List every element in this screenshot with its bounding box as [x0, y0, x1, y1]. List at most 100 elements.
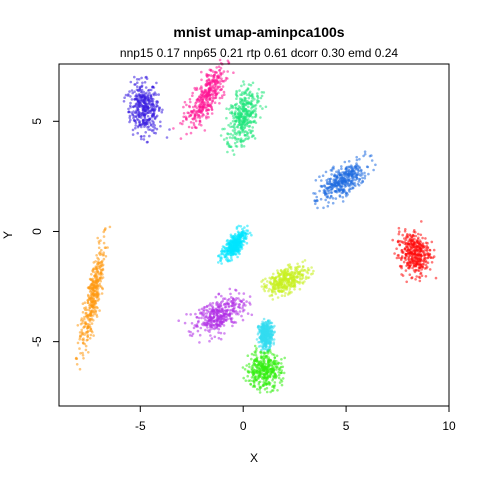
data-point [223, 255, 227, 259]
data-point [226, 141, 229, 145]
data-point [238, 131, 242, 135]
data-point [420, 274, 424, 278]
data-point [419, 250, 422, 253]
data-point [138, 86, 142, 89]
data-point [322, 189, 326, 192]
data-point [254, 103, 258, 107]
data-point [245, 93, 249, 96]
data-point [355, 173, 359, 177]
data-point [330, 191, 334, 194]
data-point [200, 307, 204, 311]
data-point [221, 247, 224, 251]
data-point [250, 352, 254, 356]
data-point [209, 82, 212, 85]
data-point [198, 341, 201, 344]
data-point [353, 171, 357, 174]
data-point [149, 111, 152, 114]
data-point [206, 101, 209, 104]
data-point [248, 365, 251, 369]
data-point [406, 261, 409, 265]
data-point [343, 185, 347, 188]
data-point [254, 376, 257, 379]
data-point [314, 199, 318, 203]
data-point [218, 58, 222, 62]
data-point [264, 355, 268, 358]
data-point [222, 138, 226, 141]
data-point [94, 271, 97, 274]
data-point [219, 74, 223, 77]
data-point [242, 298, 245, 302]
data-point [217, 254, 221, 257]
data-point [205, 79, 209, 83]
data-point [347, 160, 351, 163]
data-point [245, 122, 248, 126]
data-point [417, 269, 421, 273]
data-point [319, 184, 323, 188]
data-point [229, 253, 233, 257]
data-point [355, 158, 359, 162]
data-point [194, 102, 197, 105]
data-point [303, 280, 306, 283]
data-point [100, 292, 104, 295]
data-point [155, 127, 159, 131]
data-point [270, 294, 274, 297]
data-point [96, 270, 100, 273]
data-point [142, 100, 146, 103]
data-point [223, 250, 226, 253]
data-point [242, 131, 246, 134]
data-point [424, 275, 428, 278]
data-point [206, 326, 209, 329]
data-point [76, 341, 80, 345]
data-point [411, 259, 414, 262]
data-point [81, 333, 84, 336]
data-point [216, 309, 219, 312]
data-point [343, 160, 347, 164]
data-point [403, 237, 406, 240]
data-point [424, 263, 428, 267]
data-point [270, 321, 274, 325]
data-point [292, 275, 295, 279]
data-point [137, 88, 140, 92]
data-point [207, 92, 211, 96]
data-point [100, 277, 103, 280]
data-point [196, 98, 199, 102]
data-point [301, 282, 305, 285]
data-point [237, 137, 241, 141]
data-point [281, 365, 285, 369]
data-point [252, 372, 255, 376]
data-point [190, 322, 194, 325]
data-point [131, 91, 134, 95]
data-point [198, 110, 201, 114]
data-point [188, 104, 191, 108]
data-point [181, 119, 185, 123]
data-point [306, 269, 310, 272]
data-point [227, 302, 230, 306]
data-point [189, 110, 193, 113]
data-point [327, 201, 330, 204]
data-point [405, 245, 409, 249]
data-point [263, 324, 267, 327]
data-point [358, 177, 362, 181]
data-point [247, 83, 251, 86]
data-point [84, 348, 88, 352]
data-point [196, 320, 200, 324]
data-point [296, 267, 299, 271]
data-point [97, 266, 101, 269]
data-point [93, 305, 97, 308]
data-point [86, 330, 89, 334]
data-point [209, 312, 212, 316]
data-point [93, 295, 96, 298]
data-point [232, 117, 235, 120]
data-point [238, 97, 242, 100]
data-point [83, 333, 86, 336]
data-point [278, 280, 282, 283]
data-point [236, 95, 239, 98]
data-point [102, 251, 105, 254]
data-point [92, 267, 95, 271]
data-point [159, 120, 162, 124]
data-point [259, 344, 262, 348]
data-point [221, 85, 225, 88]
data-point [282, 285, 286, 288]
data-point [92, 334, 95, 337]
data-point [222, 79, 226, 83]
